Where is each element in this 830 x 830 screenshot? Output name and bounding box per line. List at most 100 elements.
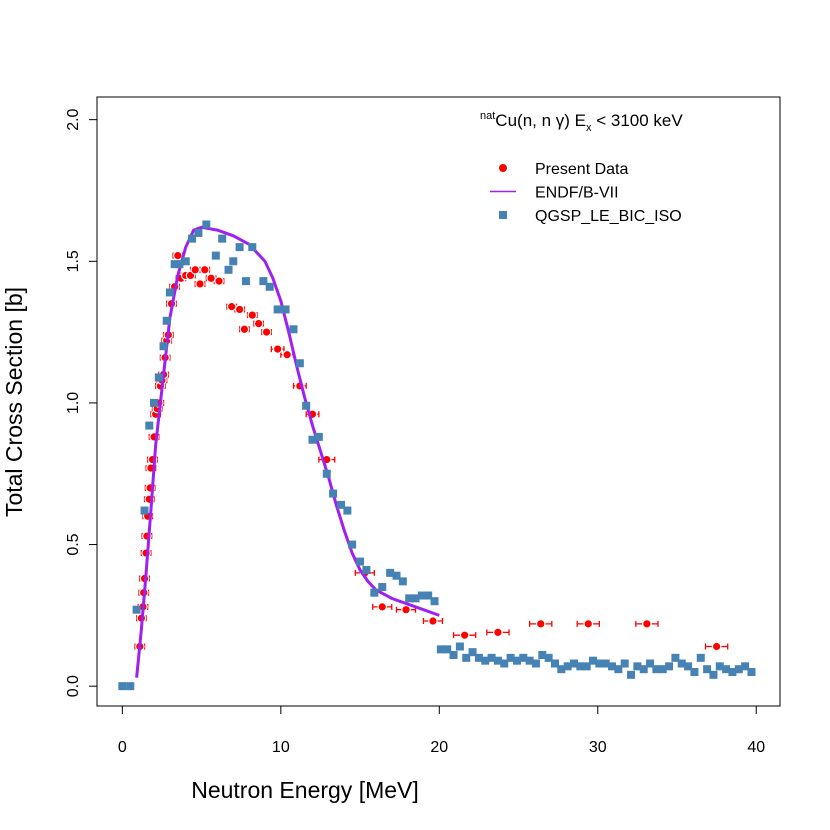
square-marker [194,228,203,237]
square-marker [211,251,220,260]
square-marker [405,594,414,603]
circle-marker [214,276,224,286]
circle-marker [282,349,292,360]
square-marker [308,435,317,444]
annotation-part: < 3100 keV [592,111,684,130]
circle-marker [711,641,722,652]
square-marker [525,656,534,665]
circle-marker [272,344,283,354]
square-marker [512,656,521,665]
square-marker [665,662,674,671]
y-tick-label: 0.0 [65,675,82,697]
square-marker [722,665,731,674]
square-marker [557,665,566,674]
square-marker [671,653,680,662]
square-marker [322,469,331,478]
square-marker [741,662,750,671]
square-marker [506,653,515,662]
square-marker [538,651,547,660]
square-marker [362,566,371,575]
square-marker [295,359,304,368]
square-marker [386,568,395,577]
square-marker [430,597,439,606]
series-line [135,225,440,678]
legend-label: Present Data [535,161,628,178]
square-marker [563,662,572,671]
circle-marker [195,279,205,289]
square-marker [165,288,174,297]
square-marker [646,659,655,668]
circle-marker [535,619,546,629]
square-marker [424,591,433,600]
y-tick-label: 1.5 [65,250,82,272]
square-marker [639,665,648,674]
square-marker [145,421,154,430]
circle-marker [253,318,264,329]
legend-label: ENDF/B-VII [535,185,619,202]
square-marker [436,645,445,654]
square-marker [462,653,471,662]
circle-marker [401,604,411,615]
square-marker [493,656,502,665]
square-marker [154,373,163,382]
annotation-part: nat [480,110,495,122]
square-marker [235,243,244,252]
square-marker [633,662,642,671]
square-marker [652,665,661,674]
circle-marker [239,324,250,335]
square-marker [474,653,483,662]
legend-circle [499,164,507,172]
square-marker [449,651,458,660]
square-marker [417,591,426,600]
square-marker [519,653,528,662]
square-marker [569,659,578,668]
square-marker [337,500,346,509]
square-marker [620,659,629,668]
circle-marker [583,619,594,629]
square-marker [550,659,559,668]
circle-marker [247,310,258,320]
square-marker [218,234,227,243]
y-tick-label: 1.0 [65,392,82,414]
square-marker [589,656,598,665]
square-marker [627,670,636,679]
square-marker [126,682,135,691]
square-marker [531,659,540,668]
circle-marker [642,619,652,629]
circle-marker [226,301,237,312]
square-marker [398,577,407,586]
legend-square [499,211,507,219]
y-tick-label: 2.0 [65,108,82,130]
square-marker [202,220,211,229]
square-marker [175,260,184,269]
square-marker [356,557,365,566]
square-marker [370,588,379,597]
circle-marker [261,327,272,337]
square-marker [170,260,179,269]
square-marker [150,398,159,407]
square-marker [715,662,724,671]
square-marker [684,662,693,671]
x-tick-label: 40 [747,739,765,756]
circle-marker [199,264,210,275]
square-marker [140,506,149,515]
square-marker [747,668,756,677]
square-marker [576,662,585,671]
square-marker [378,583,387,592]
y-axis-label: Total Cross Section [b] [1,287,27,517]
square-marker [696,653,705,662]
square-marker [181,257,190,266]
circle-marker [428,616,438,626]
x-tick-label: 10 [272,739,290,756]
square-marker [608,662,617,671]
square-marker [265,282,274,291]
square-marker [248,243,257,252]
square-marker [481,656,490,665]
annotation: natCu(n, n γ) Ex < 3100 keV [480,110,683,134]
square-marker [188,234,197,243]
square-marker [690,668,699,677]
square-marker [118,682,127,691]
square-marker [443,645,452,654]
